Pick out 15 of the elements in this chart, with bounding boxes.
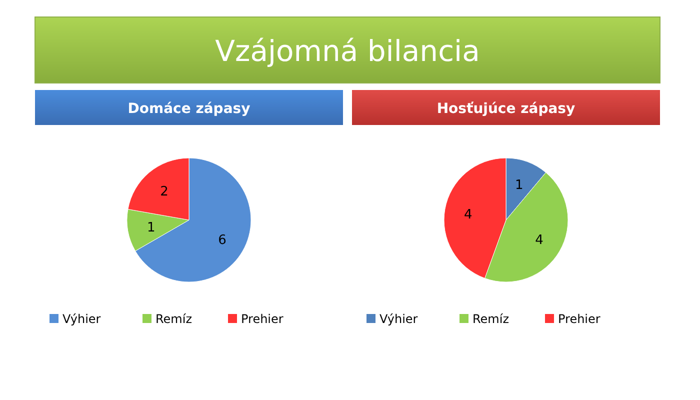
legend-label: Výhier <box>380 312 418 326</box>
legend-label: Prehier <box>558 312 600 326</box>
data-label: 1 <box>147 220 156 236</box>
data-label: 2 <box>160 184 168 200</box>
data-label: 4 <box>535 233 544 248</box>
legend-label: Remíz <box>472 312 510 326</box>
legend-label: Prehier <box>241 312 284 326</box>
legend-label: Remíz <box>156 312 192 326</box>
data-label: 6 <box>218 233 226 248</box>
text: Vzájomná bilancia <box>215 34 480 68</box>
data-label: 4 <box>464 207 472 222</box>
chart-title: Domáce zápasy <box>128 101 250 117</box>
data-label: 1 <box>515 178 524 193</box>
chart-title: Hosťujúce zápasy <box>436 101 576 117</box>
legend-label: Výhier <box>62 312 101 326</box>
